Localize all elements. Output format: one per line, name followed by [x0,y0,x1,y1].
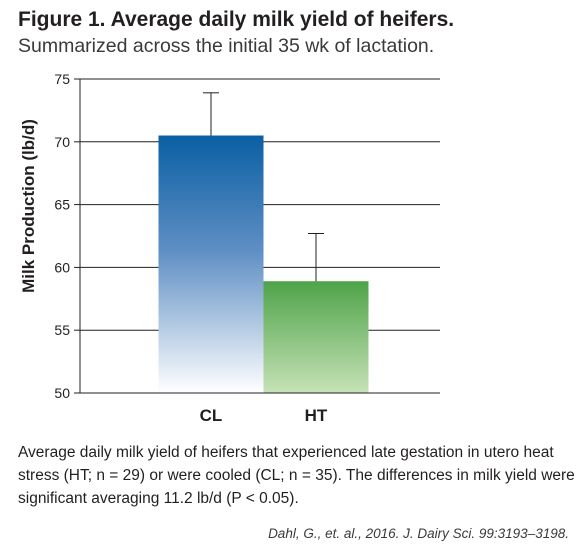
figure-caption: Average daily milk yield of heifers that… [18,444,575,507]
y-tick-label-55: 55 [54,322,70,338]
bar-ht [263,281,369,393]
bar-cl [158,135,264,393]
y-axis-title: Milk Production (lb/d) [19,119,38,293]
y-tick-label-50: 50 [54,385,70,401]
x-tick-label-ht: HT [305,406,328,425]
y-tick-label-65: 65 [54,197,70,213]
figure-subtitle: Summarized across the initial 35 wk of l… [18,35,435,57]
bar-chart: 50 55 60 65 70 75 CL HT Milk Production (lb/d) [19,71,440,425]
figure-citation: Dahl, G., et. al., 2016. J. Dairy Sci. 9… [268,526,569,541]
figure-title: Figure 1. Average daily milk yield of he… [18,8,455,31]
y-tick-label-70: 70 [54,134,70,150]
y-tick-label-60: 60 [54,259,70,275]
bars [158,92,369,393]
axes: 50 55 60 65 70 75 CL HT [54,71,440,425]
x-tick-label-cl: CL [200,406,223,425]
y-tick-label-75: 75 [54,71,70,87]
